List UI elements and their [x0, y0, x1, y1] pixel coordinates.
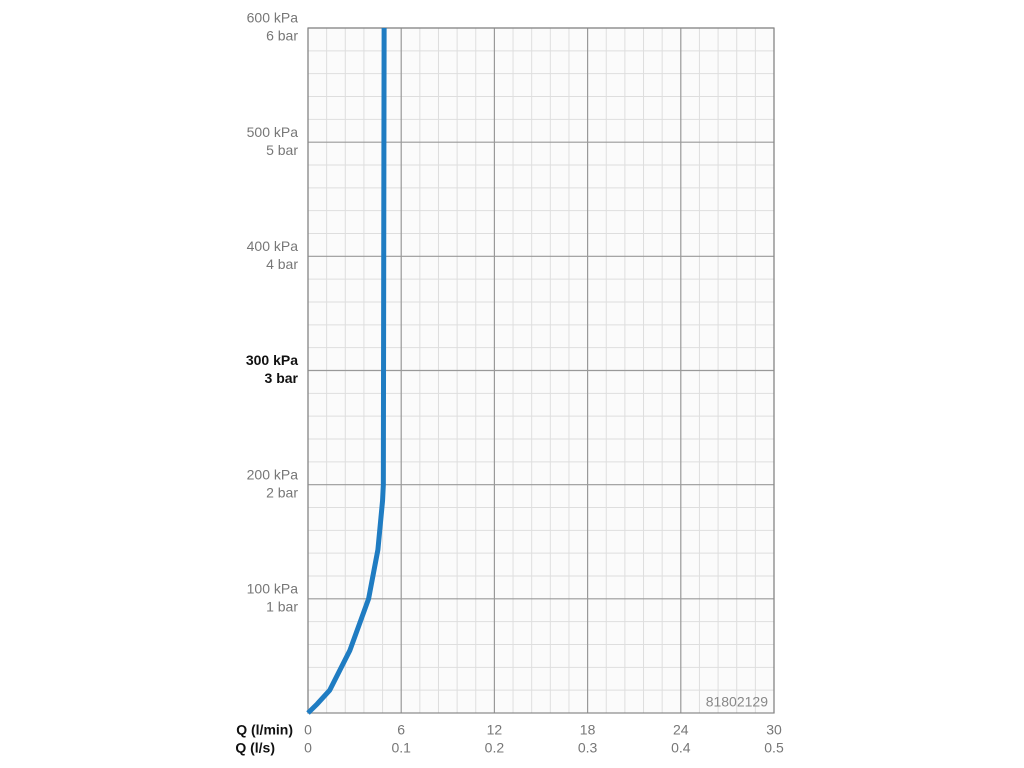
x-tick-label: 24 [673, 722, 689, 738]
plot-frame [307, 27, 775, 714]
y-tick-label: 400 kPa [247, 238, 299, 254]
data-line [306, 27, 387, 715]
x-tick-label: 6 [397, 722, 405, 738]
x2-tick-label: 0.4 [671, 740, 691, 756]
y2-tick-label: 3 bar [265, 370, 299, 386]
x2-tick-label: 0.1 [391, 740, 411, 756]
y2-tick-label: 5 bar [266, 142, 298, 158]
y2-tick-label: 6 bar [266, 28, 298, 44]
x2-axis-label: Q (l/s) [235, 740, 275, 756]
x-tick-label: 30 [766, 722, 782, 738]
y-tick-label: 200 kPa [247, 466, 299, 482]
y2-tick-label: 4 bar [266, 256, 298, 272]
x-tick-label: 12 [487, 722, 503, 738]
annotation: 81802129 [706, 694, 769, 710]
x2-tick-label: 0 [304, 740, 312, 756]
x-tick-label: 0 [304, 722, 312, 738]
x2-tick-label: 0.3 [578, 740, 598, 756]
y-tick-label: 500 kPa [247, 124, 299, 140]
y-tick-label: 100 kPa [247, 581, 299, 597]
x2-tick-label: 0.5 [764, 740, 784, 756]
x-axis-label: Q (l/min) [236, 722, 293, 738]
x-tick-label: 18 [580, 722, 596, 738]
y2-tick-label: 2 bar [266, 484, 298, 500]
y-tick-label: 600 kPa [247, 10, 299, 26]
x2-tick-label: 0.2 [485, 740, 505, 756]
y2-tick-label: 1 bar [266, 599, 298, 615]
y-tick-label: 300 kPa [246, 352, 298, 368]
